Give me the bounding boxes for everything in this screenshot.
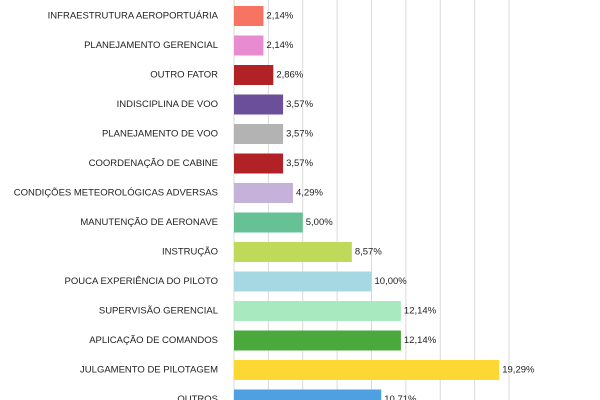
value-label: 4,29% bbox=[296, 188, 323, 199]
value-label: 12,14% bbox=[404, 306, 437, 317]
value-label: 10,71% bbox=[384, 394, 417, 400]
category-label: SUPERVISÃO GERENCIAL bbox=[99, 306, 218, 317]
value-labels: 2,14% 2,14% 2,86% 3,57% 3,57% 3,57% 4,29% 5,00%… bbox=[266, 11, 535, 400]
value-label: 2,14% bbox=[266, 40, 293, 51]
bar bbox=[234, 330, 401, 351]
bar bbox=[234, 301, 401, 321]
bar bbox=[234, 389, 382, 400]
category-label: JULGAMENTO DE PILOTAGEM bbox=[80, 365, 218, 376]
bar bbox=[234, 212, 303, 233]
category-label: CONDIÇÕES METEOROLÓGICAS ADVERSAS bbox=[14, 188, 218, 199]
value-label: 3,57% bbox=[286, 99, 313, 110]
category-label: INFRAESTRUTURA AEROPORTUÁRIA bbox=[48, 11, 219, 22]
category-label: APLICAÇÃO DE COMANDOS bbox=[89, 335, 218, 346]
bar bbox=[234, 94, 284, 115]
category-label: OUTRO FATOR bbox=[150, 70, 218, 81]
category-label: POUCA EXPERIÊNCIA DO PILOTO bbox=[65, 276, 218, 287]
category-label: PLANEJAMENTO GERENCIAL bbox=[84, 40, 218, 51]
value-label: 10,00% bbox=[375, 276, 408, 287]
bar bbox=[234, 360, 500, 380]
bar bbox=[234, 271, 372, 292]
bar bbox=[234, 35, 264, 56]
category-label: INSTRUÇÃO bbox=[162, 247, 218, 258]
value-label: 19,29% bbox=[502, 365, 535, 376]
bar bbox=[234, 153, 284, 174]
value-label: 2,86% bbox=[276, 70, 303, 81]
bar bbox=[234, 6, 264, 26]
value-label: 5,00% bbox=[306, 217, 333, 228]
bar bbox=[234, 124, 284, 144]
category-label: INDISCIPLINA DE VOO bbox=[117, 99, 218, 110]
category-labels: INFRAESTRUTURA AEROPORTUÁRIA PLANEJAMENTO… bbox=[14, 11, 219, 400]
category-label: COORDENAÇÃO DE CABINE bbox=[89, 158, 218, 169]
bar bbox=[234, 183, 293, 203]
value-label: 8,57% bbox=[355, 247, 382, 258]
value-label: 12,14% bbox=[404, 335, 437, 346]
category-label: PLANEJAMENTO DE VOO bbox=[102, 129, 218, 140]
value-label: 3,57% bbox=[286, 129, 313, 140]
category-label: MANUTENÇÃO DE AERONAVE bbox=[80, 217, 218, 228]
bars bbox=[234, 6, 500, 400]
bar bbox=[234, 65, 274, 85]
value-label: 3,57% bbox=[286, 158, 313, 169]
bar bbox=[234, 242, 352, 262]
value-label: 2,14% bbox=[266, 11, 293, 22]
category-label: OUTROS bbox=[177, 394, 218, 400]
